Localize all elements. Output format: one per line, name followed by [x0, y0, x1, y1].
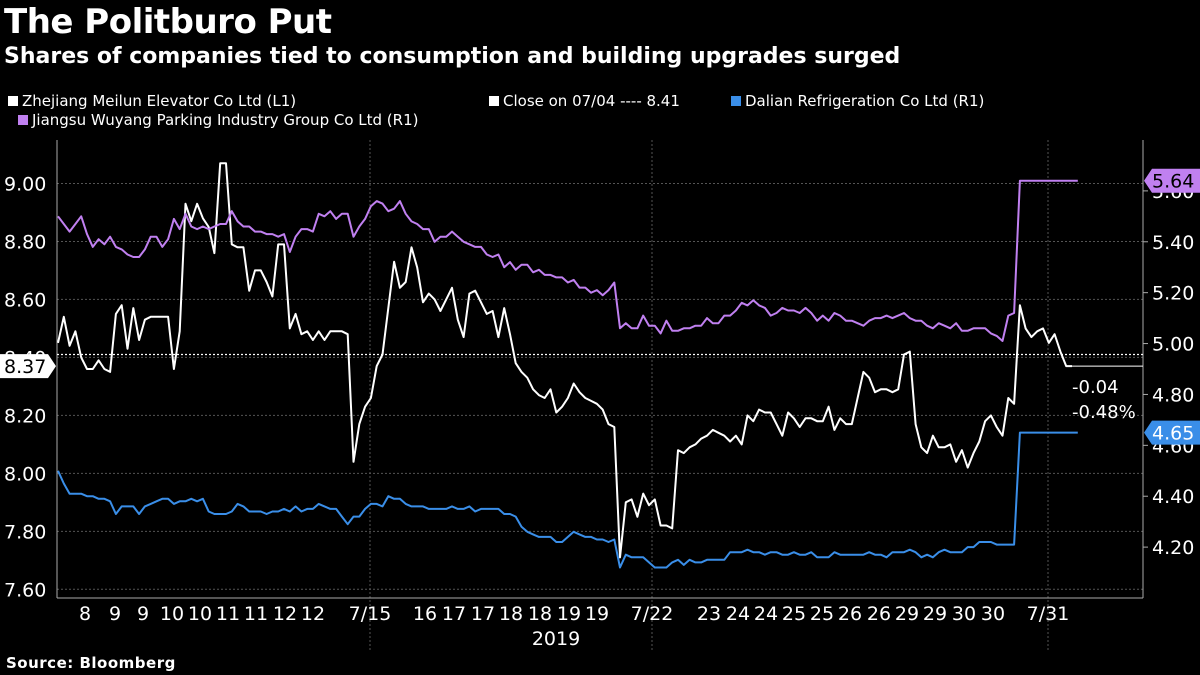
series-line-meilun — [57, 162, 1072, 559]
change-abs-label: -0.04 — [1072, 377, 1119, 398]
series-line-dalian — [57, 431, 1078, 569]
legend-swatch-reference — [489, 96, 499, 106]
x-tick-label: 30 — [981, 603, 1005, 625]
last-value-tag-dalian: 4.65 — [1152, 423, 1194, 445]
legend-entry-wuyang: Jiangsu Wuyang Parking Industry Group Co… — [18, 111, 418, 129]
x-tick-label: 24 — [726, 603, 750, 625]
left-tick-label: 8.20 — [4, 405, 46, 427]
legend-swatch-dalian — [731, 96, 741, 106]
chart-subtitle: Shares of companies tied to consumption … — [4, 44, 901, 69]
legend-label-reference: Close on 07/04 ---- 8.41 — [503, 92, 680, 110]
legend-entry-reference: Close on 07/04 ---- 8.41 — [489, 92, 680, 110]
legend-label-wuyang: Jiangsu Wuyang Parking Industry Group Co… — [32, 111, 419, 129]
x-tick-label: 23 — [697, 603, 721, 625]
x-tick-label: 7/31 — [1027, 603, 1070, 625]
right-tick-label: 4.40 — [1152, 486, 1194, 508]
x-tick-label: 11 — [216, 603, 240, 625]
legend-label-meilun: Zhejiang Meilun Elevator Co Ltd (L1) — [22, 92, 297, 110]
series-line-wuyang — [57, 179, 1078, 342]
x-tick-label: 16 — [413, 603, 437, 625]
x-tick-label: 12 — [301, 603, 325, 625]
x-tick-label: 7/22 — [631, 603, 674, 625]
x-tick-label: 9 — [137, 603, 149, 625]
right-tick-label: 4.20 — [1152, 537, 1194, 559]
left-tick-label: 8.80 — [4, 231, 46, 253]
last-value-tag-meilun: 8.37 — [4, 356, 46, 378]
x-tick-label: 25 — [782, 603, 806, 625]
x-tick-label: 30 — [952, 603, 976, 625]
x-tick-label: 12 — [273, 603, 297, 625]
x-tick-label: 24 — [754, 603, 778, 625]
legend-label-dalian: Dalian Refrigeration Co Ltd (R1) — [745, 92, 985, 110]
source-note: Source: Bloomberg — [6, 654, 176, 672]
x-tick-label: 18 — [528, 603, 552, 625]
left-tick-label: 8.00 — [4, 463, 46, 485]
legend-entry-dalian: Dalian Refrigeration Co Ltd (R1) — [731, 92, 984, 110]
x-tick-label: 29 — [895, 603, 919, 625]
legend-entry-meilun: Zhejiang Meilun Elevator Co Ltd (L1) — [8, 92, 296, 110]
left-tick-label: 8.60 — [4, 289, 46, 311]
chart-title: The Politburo Put — [4, 2, 332, 42]
legend-swatch-meilun — [8, 96, 18, 106]
x-tick-label: 25 — [810, 603, 834, 625]
right-tick-label: 5.20 — [1152, 283, 1194, 305]
x-tick-label: 26 — [838, 603, 862, 625]
x-tick-label: 17 — [442, 603, 466, 625]
left-tick-label: 7.80 — [4, 521, 46, 543]
x-year-label: 2019 — [532, 628, 580, 650]
x-tick-label: 19 — [557, 603, 581, 625]
x-tick-label: 11 — [244, 603, 268, 625]
legend-swatch-wuyang — [18, 115, 28, 125]
last-value-tag-wuyang: 5.64 — [1152, 171, 1194, 193]
x-tick-label: 10 — [160, 603, 184, 625]
right-tick-label: 4.80 — [1152, 384, 1194, 406]
x-tick-label: 18 — [499, 603, 523, 625]
x-tick-label: 19 — [585, 603, 609, 625]
x-tick-label: 7/15 — [349, 603, 392, 625]
last-value-tag-meilun-bg — [0, 354, 56, 379]
right-tick-label: 5.00 — [1152, 334, 1194, 356]
left-tick-label: 9.00 — [4, 173, 46, 195]
x-tick-label: 10 — [188, 603, 212, 625]
last-value-tag-wuyang-bg — [1144, 168, 1200, 193]
x-tick-label: 9 — [109, 603, 121, 625]
right-tick-label: 5.40 — [1152, 232, 1194, 254]
x-tick-label: 29 — [923, 603, 947, 625]
x-tick-label: 26 — [867, 603, 891, 625]
x-tick-label: 17 — [471, 603, 495, 625]
left-tick-label: 7.60 — [4, 579, 46, 601]
x-tick-label: 8 — [79, 603, 91, 625]
last-value-tag-dalian-bg — [1144, 420, 1200, 445]
change-pct-label: -0.48% — [1072, 402, 1136, 423]
